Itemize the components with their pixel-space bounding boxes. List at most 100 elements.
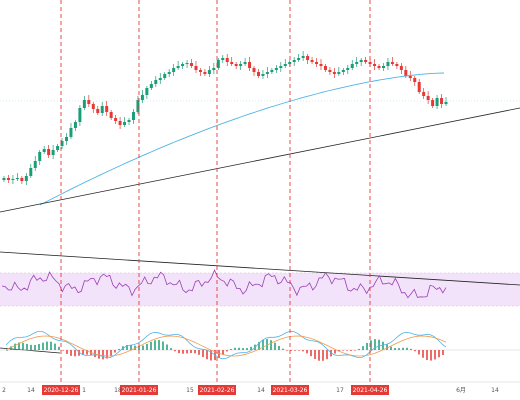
macd-bar <box>186 350 188 354</box>
macd-bar <box>238 347 240 350</box>
macd-bar <box>398 348 400 350</box>
candle <box>346 65 350 74</box>
candle <box>431 98 435 108</box>
macd-bar <box>142 345 144 350</box>
macd-bar <box>302 350 304 352</box>
candle <box>381 63 385 71</box>
macd-bar <box>222 350 224 355</box>
macd-bar <box>226 350 228 352</box>
candle <box>194 61 198 73</box>
month-marker: 2021-02-26 <box>198 0 236 395</box>
candle <box>145 86 149 99</box>
macd-bar <box>230 348 232 350</box>
candle <box>341 68 345 75</box>
macd-bar <box>402 347 404 350</box>
x-tick-label: 15 <box>186 387 194 394</box>
macd-bar <box>78 350 80 356</box>
candle <box>355 57 359 67</box>
marker-label-box <box>271 385 309 395</box>
candle <box>221 55 225 63</box>
ma-line <box>39 72 445 206</box>
candle <box>364 57 368 64</box>
candle <box>69 123 73 139</box>
month-markers: 2020-12-26 2021-01-26 2021-02-26 2021-03-26… <box>42 0 389 395</box>
macd-bar <box>330 350 332 357</box>
candle <box>140 90 144 103</box>
macd-bar <box>62 350 64 351</box>
candle <box>29 164 33 178</box>
candle <box>118 117 122 129</box>
macd-bar <box>434 350 436 360</box>
macd-bar <box>106 350 108 359</box>
macd-bar <box>58 346 60 350</box>
month-marker: 2021-01-26 <box>120 0 158 395</box>
candle <box>60 138 64 149</box>
candle <box>395 62 399 69</box>
candle <box>91 102 95 113</box>
macd-bar <box>170 348 172 350</box>
candle <box>185 60 189 68</box>
macd-bar <box>182 350 184 354</box>
macd-bar <box>82 350 84 355</box>
macd-bar <box>166 344 168 350</box>
macd-bar <box>334 350 336 354</box>
macd-bar <box>394 347 396 350</box>
macd-bar <box>34 344 36 350</box>
marker-label: 2020-12-26 <box>44 387 79 394</box>
marker-label: 2021-03-26 <box>273 387 308 394</box>
candle <box>426 91 430 104</box>
macd-bar <box>162 341 164 350</box>
x-tick-label: 17 <box>336 387 344 394</box>
macd-bar <box>6 350 8 351</box>
macd-bar <box>262 339 264 350</box>
marker-label: 2021-04-26 <box>353 387 388 394</box>
candle <box>323 64 327 72</box>
candle <box>176 61 180 70</box>
candle <box>38 150 42 165</box>
x-tick-label: 14 <box>27 387 35 394</box>
candle <box>270 68 274 74</box>
candle <box>73 120 77 131</box>
macd-bar <box>386 344 388 350</box>
candle <box>87 95 91 107</box>
macd-bar <box>310 350 312 357</box>
candle <box>274 65 278 73</box>
candle <box>149 81 153 90</box>
candle <box>190 59 194 68</box>
macd-bar <box>146 343 148 350</box>
candle <box>422 88 426 99</box>
macd-bar <box>18 342 20 350</box>
price-trend-line <box>0 107 520 213</box>
macd-bar <box>430 350 432 361</box>
candle <box>350 60 354 70</box>
marker-label-box <box>42 385 80 395</box>
macd-bar <box>322 350 324 361</box>
macd-bar <box>190 350 192 354</box>
macd-bar <box>442 350 444 355</box>
macd-bar <box>406 347 408 350</box>
macd-bar <box>178 350 180 354</box>
macd-bar <box>426 350 428 361</box>
rsi-line <box>1 269 447 299</box>
candle <box>56 144 60 152</box>
macd-bar <box>294 350 296 351</box>
candle <box>163 72 167 80</box>
macd-bar <box>158 340 160 350</box>
candle <box>234 62 238 69</box>
macd-bar <box>346 350 348 351</box>
marker-label-box <box>120 385 158 395</box>
candle <box>413 76 417 86</box>
macd-bar <box>30 344 32 350</box>
macd-bar <box>126 344 128 350</box>
macd-bar <box>306 350 308 354</box>
candle <box>216 58 220 70</box>
marker-label-box <box>351 385 389 395</box>
candle <box>301 51 305 61</box>
candle <box>20 176 24 184</box>
macd-bar <box>50 341 52 350</box>
candle <box>212 63 216 74</box>
candle <box>248 57 252 71</box>
macd-bar <box>298 350 300 351</box>
candle <box>225 54 229 66</box>
candle <box>230 57 234 66</box>
